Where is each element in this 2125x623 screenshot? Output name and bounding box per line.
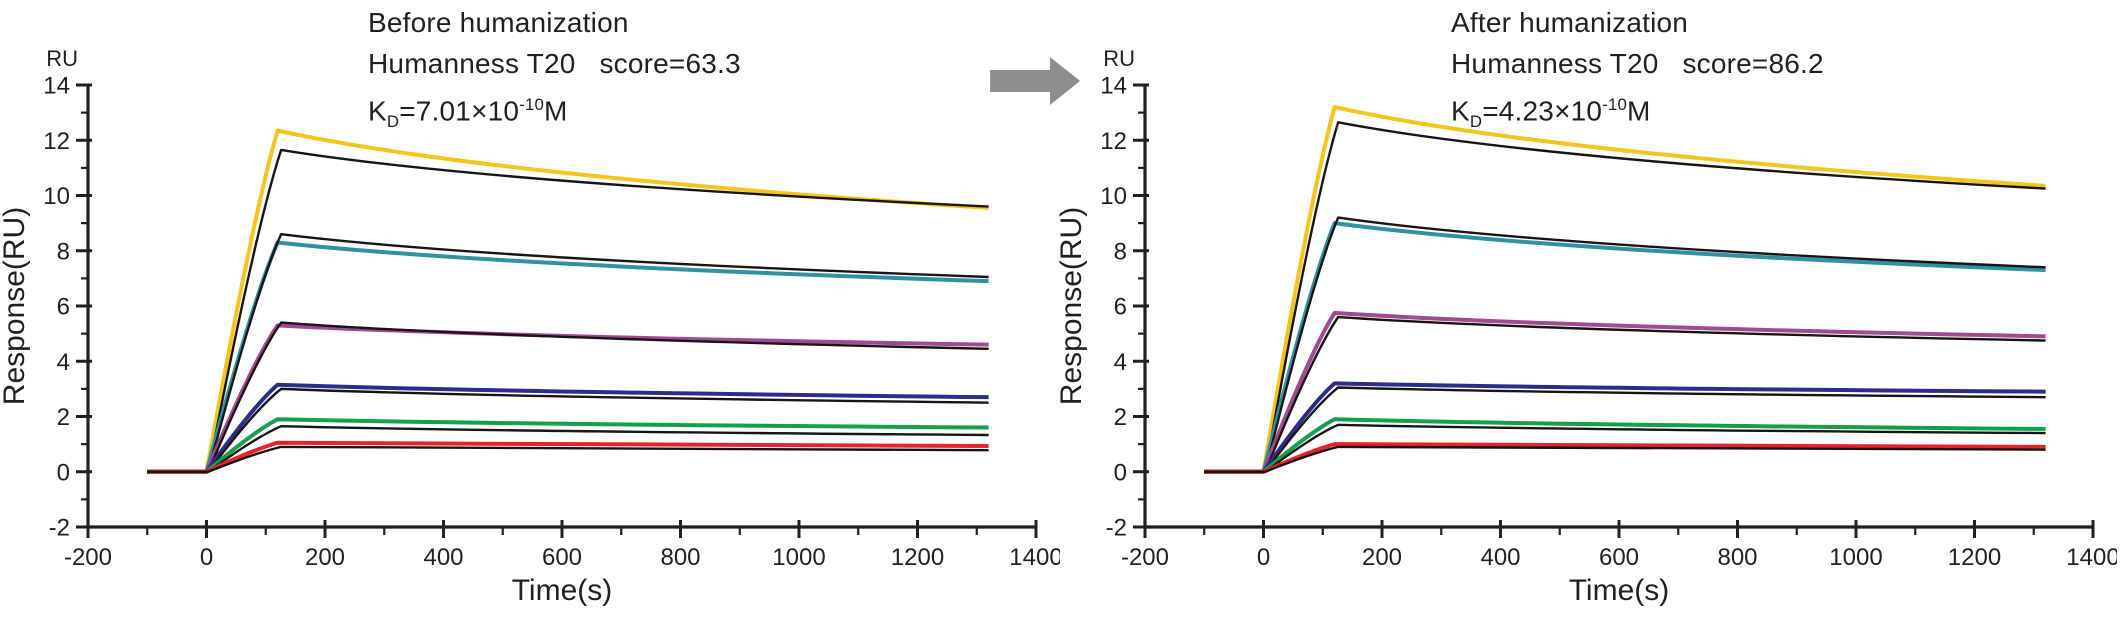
fit-curve-red <box>1204 445 2046 473</box>
y-tick-label: 14 <box>43 73 70 100</box>
y-tick-label: 12 <box>1100 128 1127 155</box>
x-tick-label: -200 <box>64 544 112 571</box>
fit-curve-teal <box>1204 216 2046 473</box>
fit-curve-magenta <box>1204 315 2046 473</box>
kd-mantissa: =4.23×10 <box>1482 95 1603 127</box>
x-tick-label: 200 <box>305 544 345 571</box>
y-tick-label: 2 <box>57 404 70 431</box>
fit-curve-magenta <box>147 321 989 473</box>
fit-curve-yellow <box>147 148 989 473</box>
right-arrow-icon <box>990 57 1080 105</box>
sensorgram-chart-after: -200 0 200 400 600 800 1000 1200 1400 -2 0 2 4 6 8 10 12… <box>1057 46 2117 607</box>
y-tick-label: 8 <box>57 238 70 265</box>
kd-unit: M <box>1627 95 1651 127</box>
sensorgram-curve-green <box>147 417 989 474</box>
x-tick-label: 1000 <box>1829 544 1882 571</box>
y-tick-label: 14 <box>1100 73 1127 100</box>
fit-curve-blue <box>1204 386 2046 473</box>
x-tick-label: 1400 <box>1009 544 1060 571</box>
fit-curve-blue <box>147 387 989 473</box>
kd-value: KD=7.01×10-10M <box>368 84 928 142</box>
kd-symbol: K <box>1451 95 1470 127</box>
fit-curve-teal <box>147 232 989 473</box>
x-tick-label: 600 <box>1599 544 1639 571</box>
x-tick-label: 600 <box>542 544 582 571</box>
fit-curve-green <box>147 424 989 473</box>
y-axis-unit-label: RU <box>1103 46 1135 71</box>
y-tick-label: 0 <box>1114 459 1127 486</box>
x-tick-label: -200 <box>1121 544 1169 571</box>
y-tick-label: -2 <box>1106 515 1127 542</box>
y-tick-label: 0 <box>57 459 70 486</box>
sensorgram-curve-yellow <box>147 128 989 474</box>
sensorgram-curve-blue <box>147 382 989 474</box>
y-tick-label: 4 <box>1114 349 1127 376</box>
fit-curve-green <box>1204 423 2046 473</box>
sensorgram-curve-teal <box>147 240 989 474</box>
fit-curve-red <box>147 445 989 473</box>
x-tick-label: 0 <box>1257 544 1270 571</box>
chart-title: After humanization <box>1451 7 1689 38</box>
sensorgram-chart-before: -200 0 200 400 600 800 1000 1200 1400 -2 0 2 4 6 8 10 12… <box>0 46 1060 607</box>
kd-symbol: K <box>368 95 387 127</box>
x-tick-label: 800 <box>1717 544 1757 571</box>
sensorgram-curve-magenta <box>147 323 989 474</box>
y-tick-label: 10 <box>1100 183 1127 210</box>
title-block-after: After humanization Humanness T20 score=8… <box>1451 2 2011 142</box>
y-axis-title: Response(RU) <box>1057 207 1088 405</box>
title-block-before: Before humanization Humanness T20 score=… <box>368 2 928 142</box>
kd-exponent: -10 <box>1602 95 1628 114</box>
y-tick-label: 12 <box>43 128 70 155</box>
y-tick-label: 10 <box>43 183 70 210</box>
humanness-score: Humanness T20 score=86.2 <box>1451 48 1824 79</box>
y-tick-label: 6 <box>1114 294 1127 321</box>
kd-subscript: D <box>386 111 400 131</box>
sensorgram-curve-yellow <box>1204 105 2046 474</box>
x-tick-label: 200 <box>1362 544 1402 571</box>
sensorgram-curve-magenta <box>1204 310 2046 474</box>
y-tick-label: 4 <box>57 349 70 376</box>
x-tick-label: 1200 <box>1948 544 2001 571</box>
y-tick-label: -2 <box>49 515 70 542</box>
humanness-score: Humanness T20 score=63.3 <box>368 48 741 79</box>
sensorgram-curve-teal <box>1204 221 2046 474</box>
y-tick-label: 8 <box>1114 238 1127 265</box>
sensorgram-curve-green <box>1204 417 2046 474</box>
x-tick-label: 1000 <box>772 544 825 571</box>
chart-title: Before humanization <box>368 7 629 38</box>
x-tick-label: 0 <box>200 544 213 571</box>
sensorgram-curve-red <box>1204 442 2046 474</box>
kd-mantissa: =7.01×10 <box>399 95 520 127</box>
x-tick-label: 400 <box>423 544 463 571</box>
y-axis-title: Response(RU) <box>0 207 31 405</box>
y-axis-unit-label: RU <box>46 46 78 71</box>
x-tick-label: 1200 <box>891 544 944 571</box>
kd-value: KD=4.23×10-10M <box>1451 84 2011 142</box>
x-tick-label: 1400 <box>2066 544 2117 571</box>
x-axis-title: Time(s) <box>512 574 613 607</box>
kd-exponent: -10 <box>519 95 545 114</box>
kd-unit: M <box>544 95 568 127</box>
y-tick-label: 6 <box>57 294 70 321</box>
x-tick-label: 800 <box>660 544 700 571</box>
y-tick-label: 2 <box>1114 404 1127 431</box>
x-tick-label: 400 <box>1480 544 1520 571</box>
sensorgram-curve-red <box>147 440 989 474</box>
x-axis-title: Time(s) <box>1569 574 1670 607</box>
sensorgram-curve-blue <box>1204 381 2046 474</box>
kd-subscript: D <box>1469 111 1483 131</box>
fit-curve-yellow <box>1204 121 2046 473</box>
